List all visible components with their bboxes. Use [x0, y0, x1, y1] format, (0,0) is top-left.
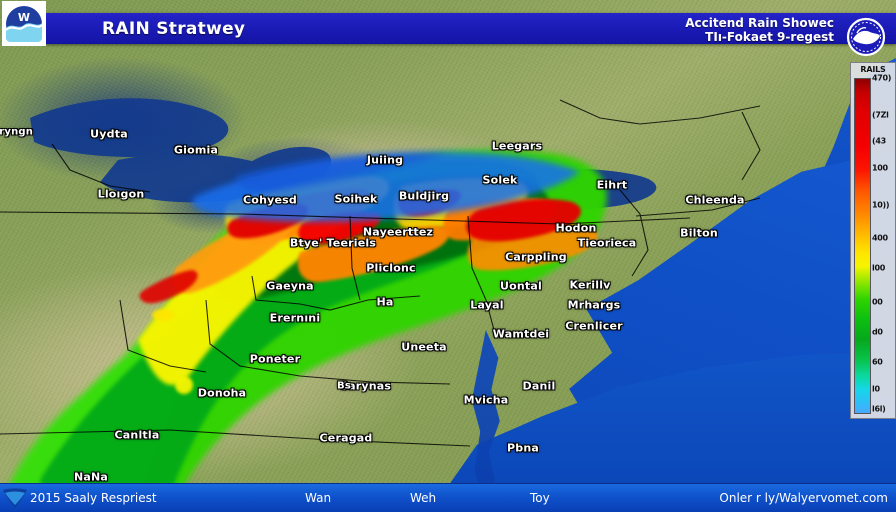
city-label: Bilton	[680, 226, 718, 240]
city-label: Canltla	[114, 428, 160, 442]
city-label: Danil	[522, 379, 556, 393]
page-title: RAIN Stratwey	[102, 18, 246, 39]
header-subtitle-line2: TIı-Fokaet 9-regest	[705, 30, 834, 44]
city-label: Juiing	[366, 153, 404, 167]
legend-tick-label: d0	[872, 327, 883, 337]
city-label: Tieorieca	[577, 236, 637, 250]
legend-tick-label: l6l)	[872, 404, 886, 414]
city-label: Poneter	[249, 352, 301, 366]
header-banner: RAIN Stratwey Accitend Rain Showec TIı-F…	[44, 13, 896, 57]
legend-tick-label: (43	[872, 136, 886, 146]
echo-core-red-east	[466, 199, 581, 242]
city-label: Nayeerttez	[362, 225, 434, 239]
legend-tick-label: (7Zl	[872, 110, 889, 120]
color-scale-legend[interactable]: RAILS 470) (7Zl (43 100 10)) 400 l00 00 d0 60 l0 l6…	[850, 62, 896, 419]
noaa-logo-icon[interactable]: W	[2, 1, 46, 46]
city-label: Cohyesd	[243, 193, 297, 207]
city-label: Ceragad	[319, 431, 373, 445]
city-label: Hodon	[555, 221, 597, 235]
nws-footer-icon[interactable]	[2, 487, 28, 509]
city-label: Pliclonc	[366, 261, 416, 275]
city-label: Mrhargs	[567, 298, 621, 312]
legend-tick-label: 10))	[872, 200, 890, 210]
city-label: Pbna	[507, 441, 539, 455]
header-subtitle: Accitend Rain Showec TIı-Fokaet 9-regest	[685, 16, 834, 45]
legend-title: RAILS	[860, 65, 886, 74]
city-label: Uryngn	[0, 126, 34, 138]
legend-tick-label: 470)	[872, 73, 892, 83]
nws-globe-icon[interactable]	[842, 15, 890, 59]
footer-nav-item-2[interactable]: Weh	[410, 491, 437, 505]
footer-nav-item-3[interactable]: Toy	[530, 491, 550, 505]
legend-tick-label: l00	[872, 263, 885, 273]
city-label: Bs	[337, 380, 351, 392]
city-label: Uydta	[90, 127, 128, 141]
city-label: Wamtdei	[492, 327, 550, 341]
city-label: Solek	[482, 173, 518, 187]
city-label: Eihrt	[596, 178, 628, 192]
city-label: Donoha	[197, 386, 247, 400]
echo-cell-yellow-1	[175, 376, 193, 394]
city-label: Crenlicer	[565, 319, 623, 333]
svg-text:W: W	[18, 11, 30, 24]
city-label: Gaeyna	[266, 279, 314, 293]
city-label: Soihek	[334, 192, 378, 206]
city-label: Mvicha	[463, 393, 509, 407]
footer-bar: 2015 Saaly Respriest Wan Weh Toy Onler r…	[0, 483, 896, 512]
footer-url[interactable]: Onler r ly/Walyervomet.com	[719, 491, 888, 505]
city-label: Buldjirg	[398, 189, 450, 203]
echo-cell-yellow-2	[152, 309, 174, 321]
footer-nav-item-1[interactable]: Wan	[305, 491, 332, 505]
city-label: Chleenda	[685, 193, 745, 207]
city-label: Garynas	[338, 379, 392, 393]
city-label: Uneeta	[401, 340, 447, 354]
city-label: Giomia	[173, 143, 219, 157]
legend-tick-label: 60	[872, 357, 883, 367]
city-label: Erernıni	[269, 311, 321, 325]
city-label: Leegars	[491, 139, 543, 153]
header-subtitle-line1: Accitend Rain Showec	[685, 16, 834, 30]
legend-gradient-bar	[854, 78, 871, 414]
city-label: Carppling	[505, 250, 567, 264]
city-label: Btye' Teeriels	[289, 236, 377, 250]
city-label: NaNa	[73, 470, 109, 484]
legend-tick-label: l0	[872, 384, 880, 394]
footer-copyright: 2015 Saaly Respriest	[30, 491, 157, 505]
legend-tick-label: 400	[872, 233, 888, 243]
city-label: Uontal	[500, 279, 542, 293]
city-label: Ha	[376, 295, 394, 309]
legend-tick-label: 100	[872, 163, 888, 173]
legend-tick-label: 00	[872, 297, 883, 307]
city-label: Layal	[470, 298, 504, 312]
city-label: Kerillv	[569, 278, 611, 292]
city-label: Lloıgon	[97, 187, 145, 201]
